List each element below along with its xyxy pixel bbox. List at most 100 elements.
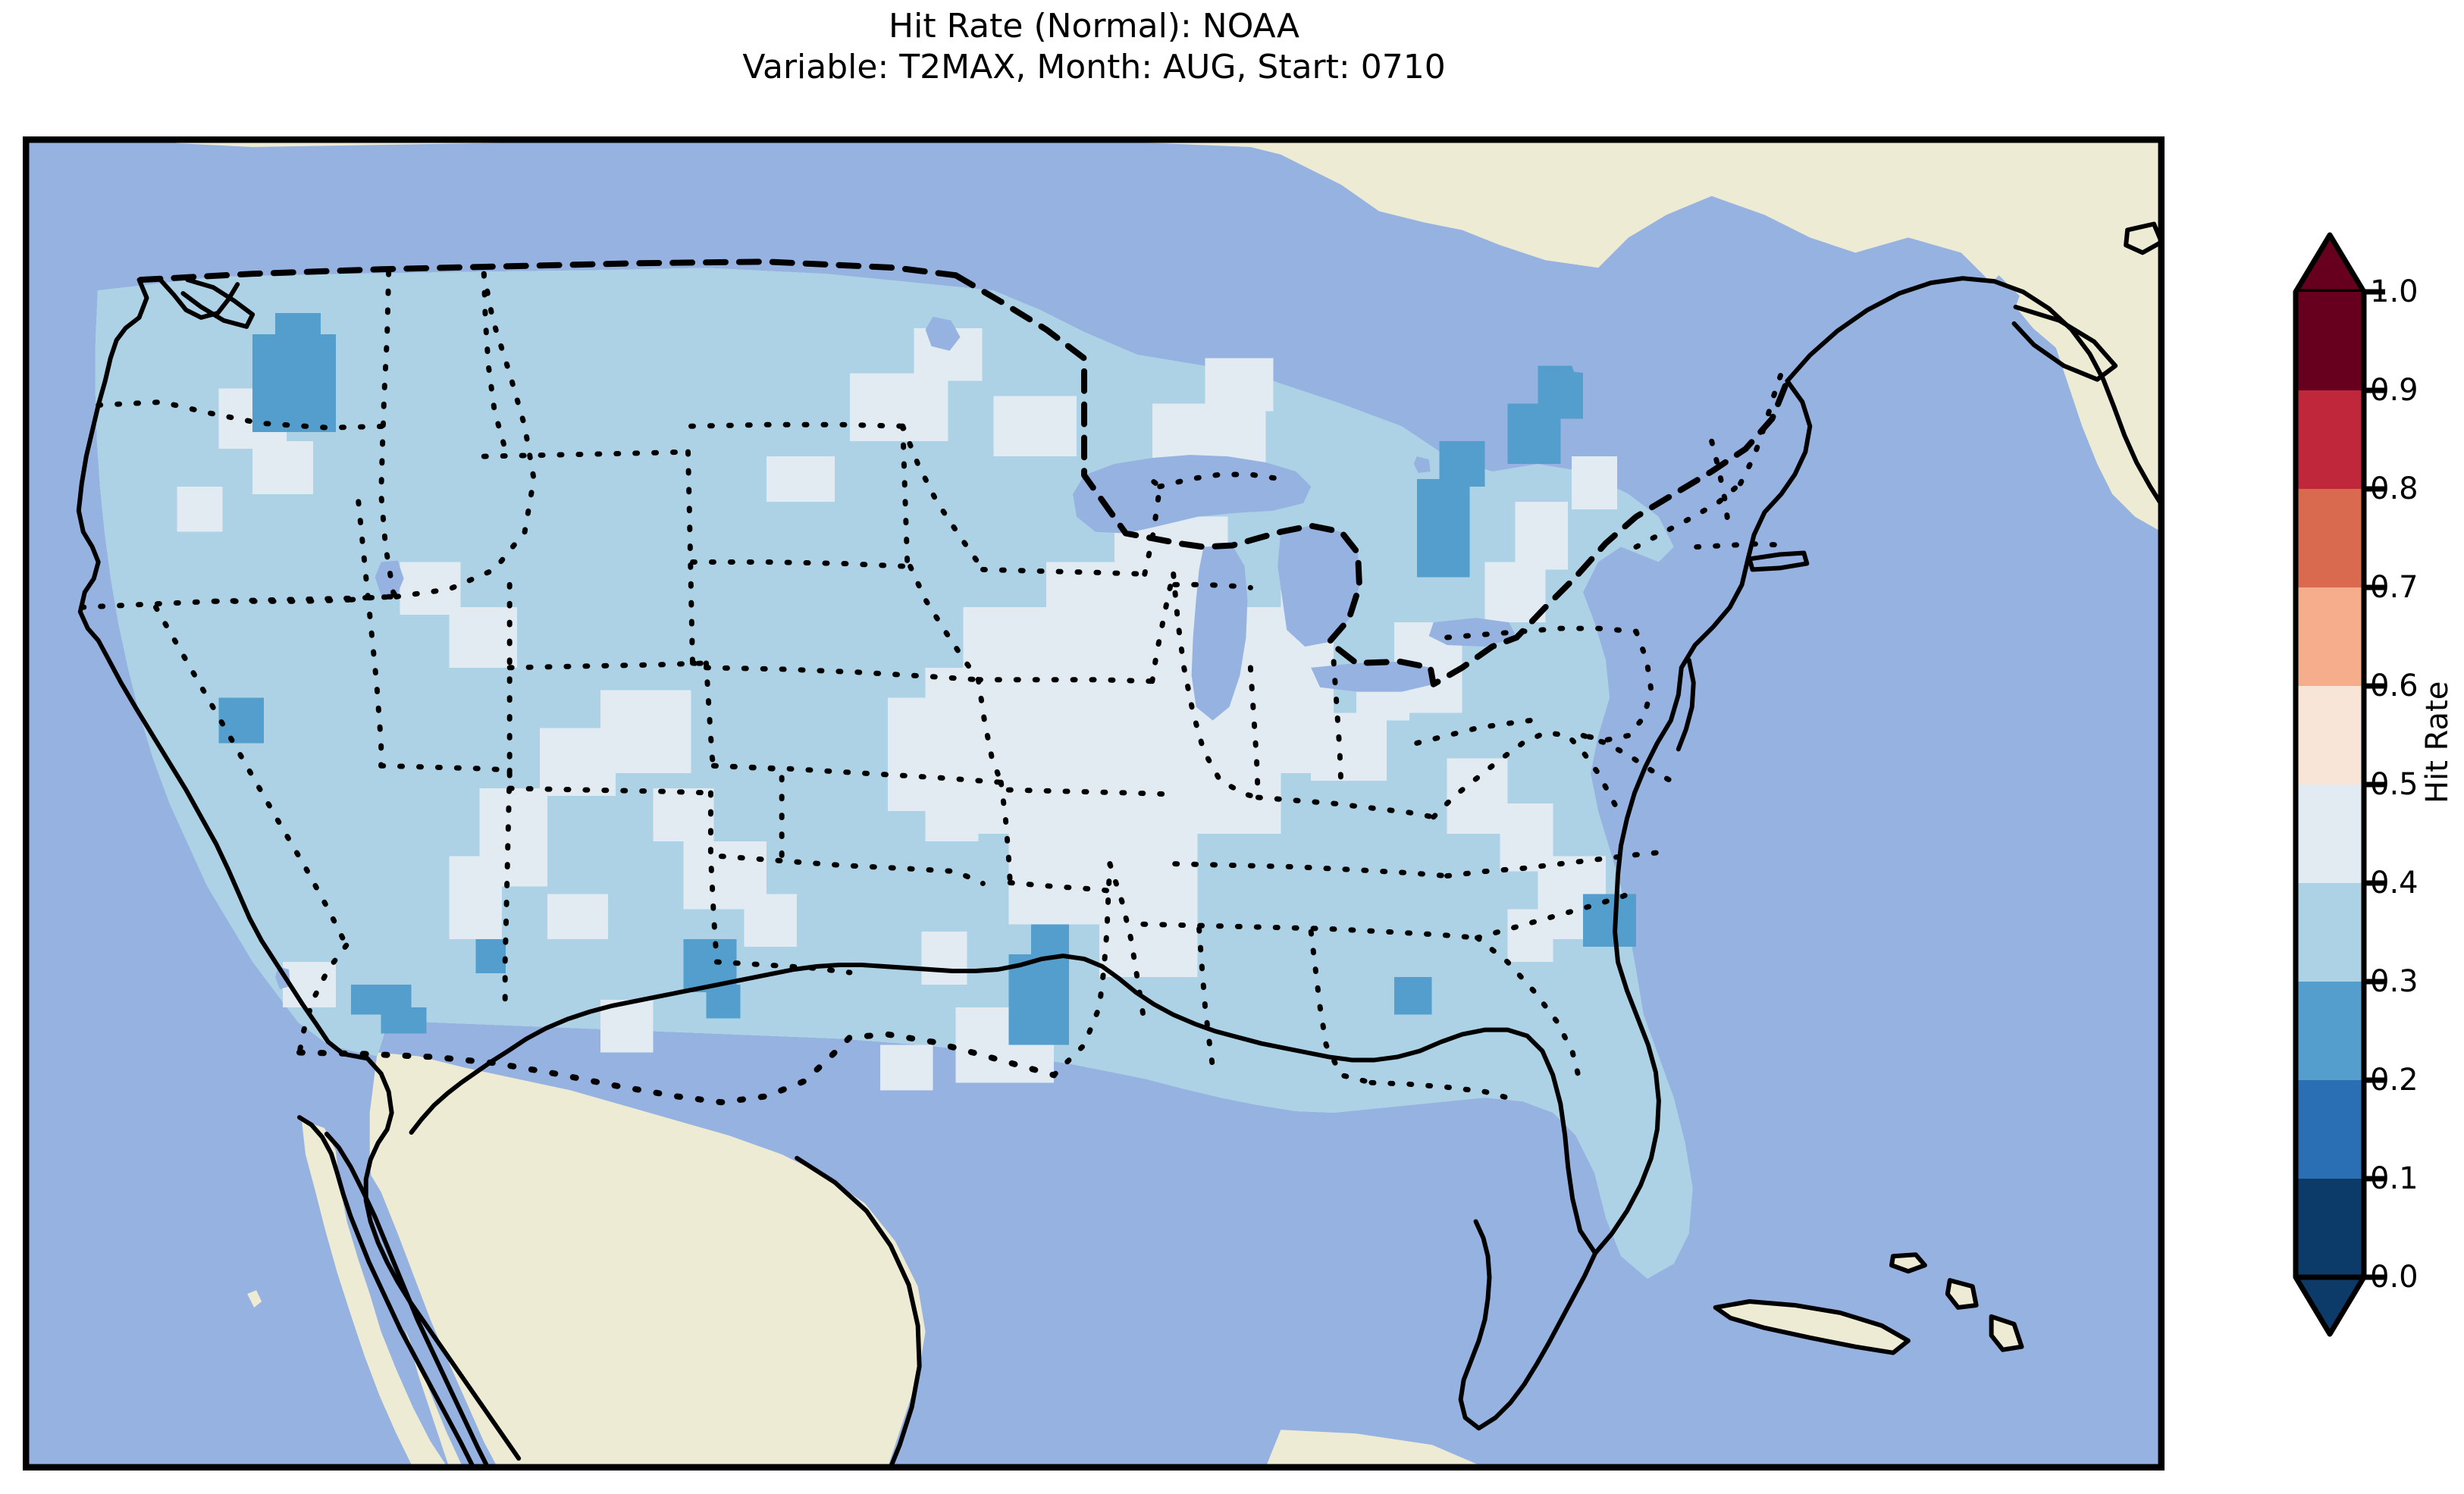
border-co-nm: [506, 785, 713, 796]
border-nv-or: [212, 597, 354, 604]
border-oh-ky: [1255, 794, 1437, 820]
coast-florida: [1458, 1219, 1598, 1431]
colorbar[interactable]: 1.0 0.9 0.8 0.7 0.6 0.5 0.4 0.3 0.2 0.1 …: [2282, 227, 2456, 1380]
small-lake-c: [1618, 392, 1642, 413]
border-nc-va: [1444, 849, 1669, 879]
small-lake-a: [1503, 275, 1525, 300]
border-ca-nv: [153, 604, 350, 948]
border-ks-mo: [975, 677, 1004, 785]
cuba-landmass: [1715, 1301, 1908, 1353]
colorbar-tick-0-0: 0.0: [2370, 1260, 2419, 1295]
coast-atlantic: [409, 378, 1813, 1256]
border-ga-sc: [1475, 935, 1583, 1085]
border-us-canada-west: [137, 258, 959, 283]
title-line-1: Hit Rate (Normal): NOAA: [889, 7, 1299, 45]
colorbar-bands: [2296, 292, 2364, 1277]
colorbar-band-0.9-1.0: [2296, 292, 2364, 390]
map-frame-outline: [26, 139, 2161, 1467]
coast-baja-east: [324, 1132, 490, 1467]
small-lake-d: [1413, 456, 1431, 473]
lake-huron: [1277, 525, 1360, 647]
mexico-landmass: [369, 1052, 926, 1467]
coast-bahamas-1: [1889, 1252, 1927, 1274]
canada-landmass: [164, 139, 2161, 283]
map-panel[interactable]: [23, 136, 2165, 1471]
border-ar-ms: [1107, 861, 1146, 1018]
colorbar-band-0.5-0.6: [2296, 686, 2364, 785]
hitrate-data-grid: [95, 268, 1693, 1279]
coast-bahamas-3: [1989, 1314, 2024, 1352]
border-ne-ia: [908, 563, 981, 683]
colorbar-tick-0-3: 0.3: [2370, 964, 2419, 999]
lake-of-woods: [925, 316, 961, 351]
colorbar-tick-0-7: 0.7: [2370, 570, 2419, 605]
canada-east: [1757, 184, 2161, 532]
colorbar-band-0.4-0.5: [2296, 785, 2364, 883]
band-02-03-cells: [218, 312, 1636, 1045]
colorbar-tick-0-9: 0.9: [2370, 373, 2419, 408]
baja-peninsula: [301, 1120, 448, 1467]
title-line-2: Variable: T2MAX, Month: AUG, Start: 0710: [742, 47, 1446, 86]
border-ks-ok: [710, 763, 1004, 785]
colorbar-tick-0-8: 0.8: [2370, 471, 2419, 506]
border-wa-or: [96, 399, 392, 431]
coast-bahamas-2: [1945, 1278, 1979, 1310]
coast-mexico-west: [363, 1056, 522, 1461]
colorbar-swatches: [2293, 232, 2385, 1337]
border-sd-ne: [690, 559, 914, 569]
coast-cuba: [1713, 1299, 1911, 1355]
border-mi-wi: [1157, 471, 1284, 490]
border-nd-sd: [688, 421, 906, 429]
border-ms-al: [1196, 926, 1218, 1081]
baja-island-small: [247, 1290, 262, 1308]
border-pa-ny: [1444, 625, 1639, 641]
colorbar-band-0.1-0.2: [2296, 1080, 2364, 1179]
border-ia-il: [1149, 571, 1177, 684]
coast-mexico-east: [795, 1155, 922, 1467]
border-in-oh: [1331, 659, 1344, 791]
colorbar-band-0.7-0.8: [2296, 489, 2364, 587]
colorbar-tick-0-1: 0.1: [2370, 1161, 2419, 1196]
coast-newfoundland-bit: [2124, 221, 2161, 255]
border-mn-wi: [1138, 468, 1163, 577]
colorbar-band-0.8-0.9: [2296, 390, 2364, 489]
land-layer: [164, 139, 2161, 1467]
chart-title: Hit Rate (Normal): NOAA Variable: T2MAX,…: [0, 6, 2188, 87]
border-us-mexico: [296, 1031, 1058, 1106]
border-me-nh: [1738, 371, 1784, 487]
border-il-south: [1171, 571, 1261, 800]
great-salt-lake: [375, 560, 404, 597]
colorbar-ticks: [2364, 289, 2385, 1280]
border-vt-nh: [1709, 438, 1732, 529]
border-nm-tx: [707, 790, 719, 965]
border-az-nm: [502, 767, 513, 1018]
colorbar-tick-1-0: 1.0: [2370, 274, 2419, 309]
map-canvas: [26, 139, 2161, 1467]
border-ut-az: [378, 763, 513, 773]
yucatan-landmass: [1265, 1430, 1485, 1467]
coast-long-island: [1747, 550, 1810, 572]
coast-chesapeake: [1676, 657, 1696, 752]
border-ma-ct: [1694, 541, 1790, 550]
coast-nova-scotia: [2011, 305, 2118, 382]
border-ok-ar: [998, 779, 1013, 886]
colorbar-band-0.3-0.4: [2296, 883, 2364, 982]
colorbar-axis-label: Hit Rate: [2420, 681, 2455, 803]
state-boundaries-layer: [79, 269, 1790, 1106]
coast-pacific: [76, 277, 370, 1061]
border-nv-ut: [356, 499, 384, 769]
lake-michigan: [1191, 545, 1248, 721]
border-pa-east: [1580, 628, 1654, 743]
border-il-in: [1247, 665, 1261, 800]
border-mt-wy: [481, 449, 691, 459]
border-ar-la: [1007, 880, 1113, 894]
border-wy-ne: [690, 660, 709, 671]
colorbar-tick-0-5: 0.5: [2370, 767, 2419, 802]
border-ca-az: [296, 942, 350, 1055]
band-04-05-cells: [177, 327, 1618, 1091]
border-ny-ne: [1633, 481, 1744, 550]
coast-vancouver-island: [180, 277, 255, 329]
lake-winnipeg: [842, 184, 871, 264]
colorbar-band-0.6-0.7: [2296, 587, 2364, 686]
colorbar-tick-0-4: 0.4: [2370, 866, 2419, 900]
